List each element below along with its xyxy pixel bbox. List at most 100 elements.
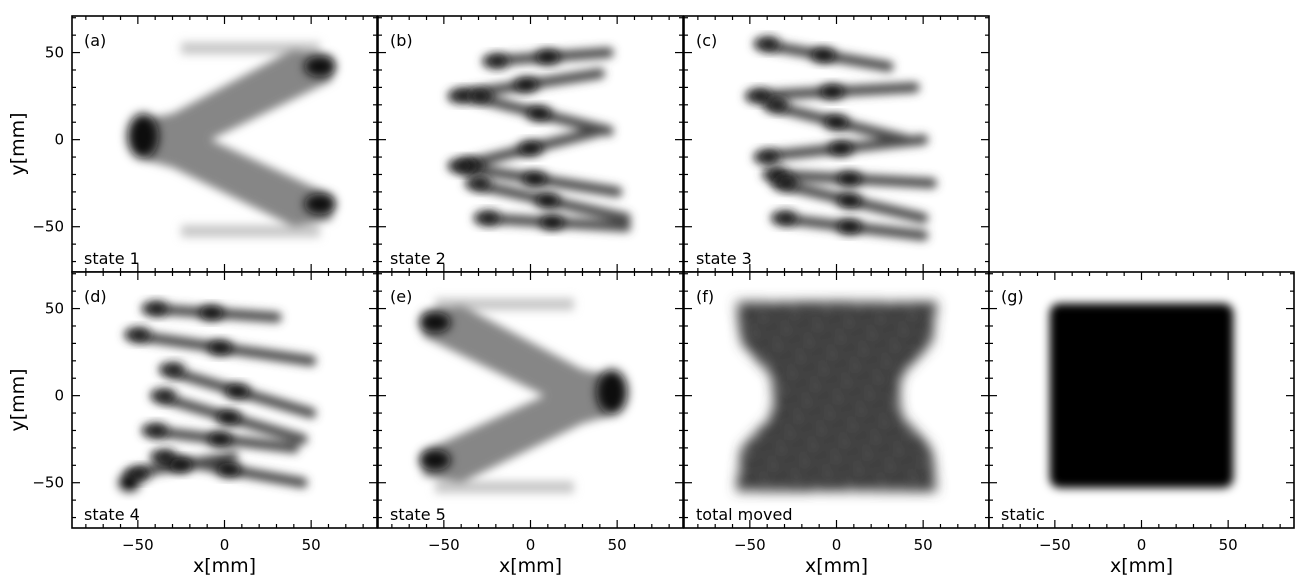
x-tick-label: −50 [734, 536, 766, 554]
panel-e: (e) state 5 [377, 271, 684, 529]
panel-image [684, 16, 989, 272]
panel-id: (a) [84, 31, 106, 50]
band-end-spot-0 [452, 89, 474, 104]
x-tick-label: 0 [526, 536, 536, 554]
panel-label: state 1 [84, 249, 140, 268]
band-dark-spot-1 [527, 106, 552, 121]
zigzag-body [423, 305, 609, 483]
x-axis-label: x[mm] [193, 555, 256, 577]
panel-g: (g) static [988, 271, 1295, 529]
band-dark-spot-3 [522, 171, 547, 186]
band-end-spot-0 [749, 89, 771, 104]
panel-image [684, 272, 989, 528]
dark-core-vertex [596, 369, 628, 415]
panel-label: state 5 [390, 505, 446, 524]
static-square [1049, 303, 1234, 488]
y-axis-label: y[mm] [7, 112, 29, 175]
x-tick-label: −50 [1039, 536, 1071, 554]
band-dark-spot-5 [540, 215, 565, 230]
band-dark-spot-6 [535, 49, 560, 64]
y-tick-label: 0 [54, 131, 64, 149]
panel-image [989, 272, 1294, 528]
band-end-spot-4 [469, 176, 491, 191]
band-end-spot-5 [155, 449, 176, 464]
band-dark-spot-2 [828, 141, 853, 156]
panel-label: total moved [696, 505, 793, 524]
panel-id: (f) [696, 287, 714, 306]
band-end-spot-6 [758, 36, 780, 51]
lower-arm-faint [181, 225, 320, 238]
panel-label: state 4 [84, 505, 140, 524]
upper-arm-faint [435, 298, 574, 311]
panel-b: (b) state 2 [377, 15, 684, 273]
panel-label: state 3 [696, 249, 752, 268]
panel-f: (f) total moved [683, 271, 990, 529]
band-dark-spot-3 [837, 171, 862, 186]
panel-id: (b) [390, 31, 413, 50]
y-tick-label: 50 [45, 44, 64, 62]
band-dark-spot-0 [514, 77, 539, 92]
lower-arm-faint [435, 481, 574, 494]
band-dark-spot-0 [820, 84, 845, 99]
ticks [989, 272, 1294, 528]
panel-id: (d) [84, 287, 107, 306]
intensity-shape [423, 298, 609, 494]
ticks [684, 272, 989, 528]
upper-arm-faint [181, 42, 320, 55]
x-tick-label: 50 [302, 536, 321, 554]
band-end-spot-1 [767, 97, 788, 112]
band-dark-spot-5 [837, 219, 862, 234]
band-dark-spot-3 [216, 410, 241, 425]
panel-image [72, 16, 377, 272]
band-end-spot-3 [155, 388, 176, 403]
ticks [684, 16, 989, 272]
x-axis-label: x[mm] [1110, 555, 1173, 577]
x-tick-label: −50 [122, 536, 154, 554]
band-end-spot-3 [452, 158, 474, 173]
ticks [378, 272, 683, 528]
band-end-spot-2 [163, 362, 185, 377]
band-dark-spot-0 [208, 340, 233, 355]
band-end-spot-4 [775, 176, 797, 191]
y-axis-label: y[mm] [7, 368, 29, 431]
x-axis-label: x[mm] [499, 555, 562, 577]
panel-d: (d) state 4 [71, 271, 378, 529]
panel-image [378, 16, 683, 272]
dark-core-lower [304, 193, 336, 215]
panel-image [72, 272, 377, 528]
x-tick-label: 0 [832, 536, 842, 554]
x-axis-label: x[mm] [805, 555, 868, 577]
band-dark-spot-4 [208, 432, 233, 447]
axes-layer: −50 0 50 y[mm] −50 0 50 y[mm] −50 0 50 x[mm] −50 0 50 x… [7, 44, 1238, 577]
x-tick-label: 50 [1219, 536, 1238, 554]
y-tick-label: 50 [45, 300, 64, 318]
band-end-spot-4 [146, 423, 168, 438]
band-end-spot-1 [146, 301, 168, 316]
dark-core-vertex [127, 113, 159, 159]
band-dark-spot-6 [811, 48, 836, 63]
band-dark-spot-5 [216, 462, 241, 477]
panel-a: (a) state 1 [71, 15, 378, 273]
hourglass-body [736, 301, 937, 492]
band-dark-spot-4 [837, 193, 862, 208]
band-dark-spot-2 [225, 384, 250, 399]
dark-core-upper [419, 312, 451, 333]
intensity-shape [736, 301, 937, 492]
x-tick-label: 0 [220, 536, 230, 554]
x-tick-label: −50 [428, 536, 460, 554]
zigzag-body [146, 49, 332, 227]
band-end-spot-0 [129, 327, 150, 342]
panel-id: (g) [1001, 287, 1024, 306]
dark-core-lower [419, 449, 451, 471]
panels-layer: (a) state 1 (b) state 2 (c) state 3 (d) state 4… [71, 15, 1295, 529]
y-tick-label: −50 [32, 474, 64, 492]
panel-label: static [1001, 505, 1045, 524]
band-dark-spot-4 [535, 193, 560, 208]
band-end-spot-5 [775, 211, 797, 225]
band-dark-spot-1 [199, 305, 224, 320]
panel-id: (e) [390, 287, 412, 306]
band-dark-spot-6 [169, 458, 194, 473]
band-end-spot-5 [478, 211, 500, 225]
x-tick-label: 0 [1137, 536, 1147, 554]
